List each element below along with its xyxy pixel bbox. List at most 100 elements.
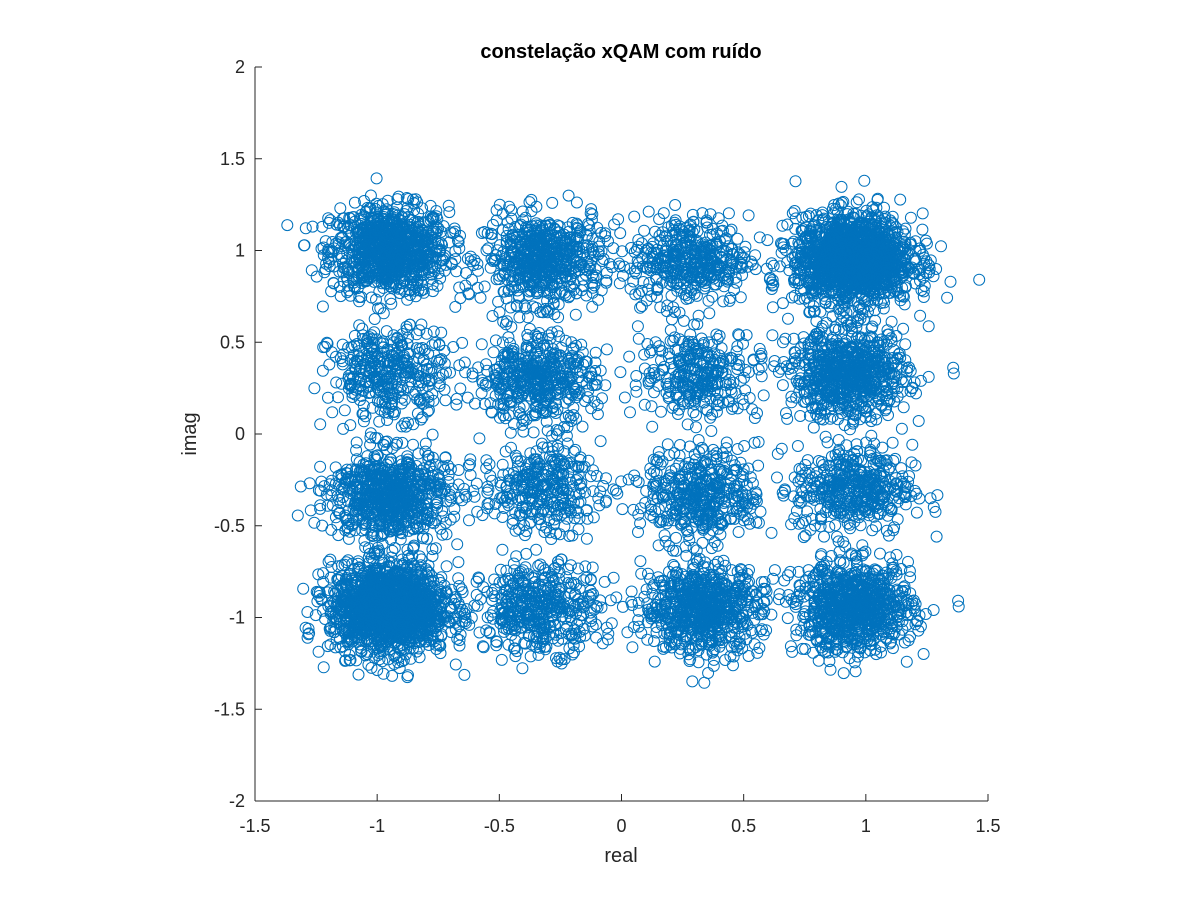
data-point xyxy=(319,235,332,248)
data-point xyxy=(513,311,526,324)
data-point xyxy=(396,239,409,252)
data-point xyxy=(623,350,636,363)
data-point xyxy=(669,199,682,211)
data-point xyxy=(516,205,529,218)
data-point xyxy=(510,299,523,312)
data-point xyxy=(407,279,420,292)
data-point xyxy=(334,219,346,232)
data-point xyxy=(326,236,339,248)
data-point xyxy=(894,193,907,206)
data-point xyxy=(377,205,390,218)
data-point xyxy=(412,249,425,262)
data-point xyxy=(642,205,655,218)
data-point xyxy=(318,266,331,279)
data-point xyxy=(370,197,383,210)
data-point xyxy=(474,291,487,304)
data-point xyxy=(835,180,848,193)
data-point xyxy=(442,199,455,212)
data-point xyxy=(733,329,746,342)
data-point xyxy=(364,221,377,233)
data-point xyxy=(315,242,328,255)
data-point xyxy=(654,301,667,314)
data-point xyxy=(363,264,376,277)
data-point xyxy=(454,382,467,395)
data-point xyxy=(614,227,627,240)
data-point xyxy=(973,273,986,286)
data-point xyxy=(684,328,697,341)
data-point xyxy=(850,196,863,209)
data-point xyxy=(613,277,626,290)
data-point xyxy=(734,291,747,304)
data-point xyxy=(352,225,365,238)
data-point xyxy=(362,238,375,251)
data-point xyxy=(323,358,336,371)
data-point xyxy=(895,422,908,435)
data-point xyxy=(453,242,466,255)
data-point xyxy=(370,293,382,306)
data-point xyxy=(317,241,330,254)
data-point xyxy=(308,382,321,395)
data-point xyxy=(439,258,452,271)
data-point xyxy=(666,313,678,326)
data-point xyxy=(384,257,396,270)
data-point xyxy=(777,336,789,349)
data-point xyxy=(628,210,641,223)
data-point xyxy=(408,197,420,210)
data-point xyxy=(449,245,462,257)
data-point xyxy=(853,193,865,206)
data-point xyxy=(914,309,927,322)
data-point xyxy=(281,219,294,232)
data-point xyxy=(369,248,382,261)
data-point xyxy=(350,223,363,236)
data-point xyxy=(912,415,925,427)
data-point xyxy=(646,420,659,433)
data-point xyxy=(416,233,429,246)
data-point xyxy=(379,220,391,233)
data-point xyxy=(378,206,391,219)
data-point xyxy=(368,275,380,288)
data-point xyxy=(375,226,388,239)
data-point xyxy=(592,293,605,306)
data-point xyxy=(376,261,389,274)
data-point xyxy=(360,223,373,236)
data-point xyxy=(761,234,774,247)
data-point xyxy=(858,174,871,187)
data-point xyxy=(384,293,397,305)
data-point xyxy=(527,300,540,313)
data-point xyxy=(519,302,532,315)
data-point xyxy=(322,252,335,265)
data-point xyxy=(475,338,488,351)
data-point xyxy=(377,307,390,320)
data-point xyxy=(368,326,381,339)
data-point xyxy=(393,219,406,231)
data-point xyxy=(552,311,565,324)
data-point xyxy=(944,275,957,288)
data-point xyxy=(338,404,351,417)
data-point xyxy=(358,210,371,223)
data-points xyxy=(281,172,986,689)
data-point xyxy=(429,337,441,349)
data-point xyxy=(324,214,337,227)
chart-title: constelação xQAM com ruído xyxy=(480,41,761,63)
data-point xyxy=(766,301,779,314)
data-point xyxy=(424,214,437,227)
data-point xyxy=(542,329,555,342)
data-point xyxy=(757,389,770,402)
data-point xyxy=(336,250,349,263)
data-point xyxy=(326,406,339,419)
data-point xyxy=(359,241,372,254)
data-point xyxy=(379,226,392,239)
data-point xyxy=(343,219,356,232)
data-point xyxy=(705,425,718,437)
data-point xyxy=(779,332,792,345)
data-point xyxy=(690,409,702,422)
data-point xyxy=(420,327,433,340)
data-point xyxy=(332,236,345,249)
data-point xyxy=(306,220,319,233)
data-point xyxy=(443,236,456,249)
data-point xyxy=(586,300,599,313)
data-point xyxy=(631,320,644,333)
data-point xyxy=(408,204,421,217)
data-point xyxy=(299,222,312,235)
data-point xyxy=(922,320,935,333)
